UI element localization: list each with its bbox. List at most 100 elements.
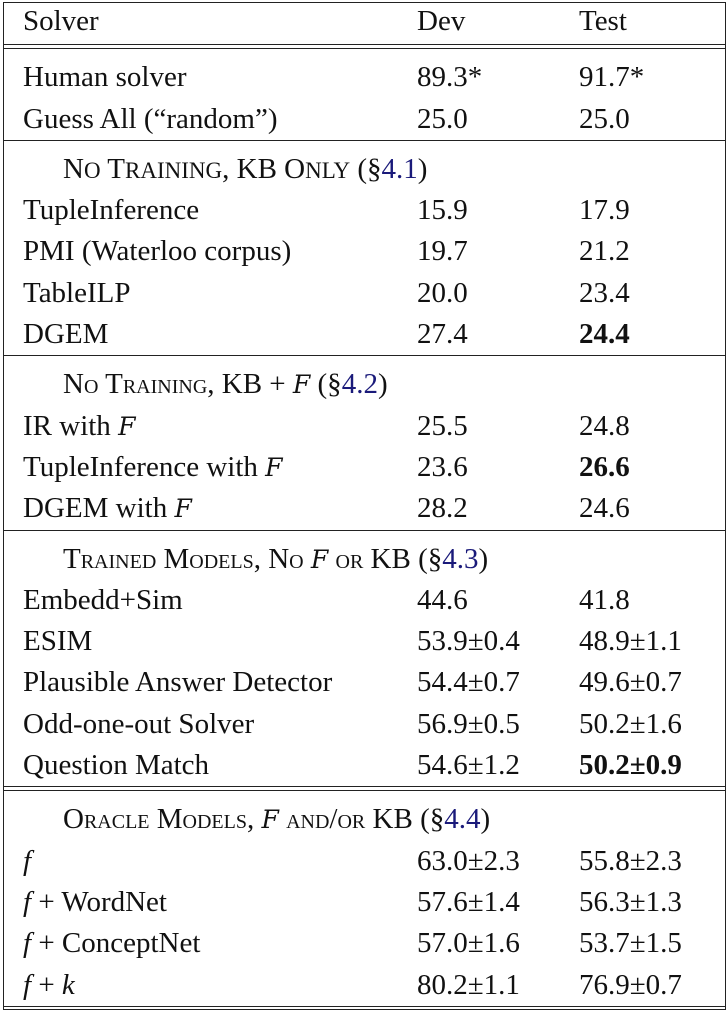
test-score: 55.8±2.3 <box>579 844 682 877</box>
dev-score: 28.2 <box>417 492 468 525</box>
table-row: DGEM with F 28.2 24.6 <box>4 488 725 529</box>
dev-score: 27.4 <box>417 318 468 351</box>
dev-score: 63.0±2.3 <box>417 844 520 877</box>
section-ref-link[interactable]: 4.4 <box>444 803 481 836</box>
calligraphic-f-symbol: F <box>118 411 136 441</box>
calligraphic-f-symbol: F <box>174 494 192 524</box>
title-text: (§ <box>310 368 342 401</box>
solver-name: Plausible Answer Detector <box>23 666 333 699</box>
title-text: (§ <box>410 542 443 575</box>
solver-name: + WordNet <box>31 885 167 918</box>
calligraphic-f-symbol: F <box>261 805 279 835</box>
test-score-best: 26.6 <box>579 450 630 483</box>
title-text: or KB <box>328 542 411 575</box>
dev-score: 80.2±1.1 <box>417 968 520 1001</box>
title-text: No Training, KB + <box>63 368 293 401</box>
title-text: ) <box>417 152 428 185</box>
results-table: Solver Dev Test Human solver 89.3* 91.7*… <box>3 2 726 1010</box>
test-score: 53.7±1.5 <box>579 927 682 960</box>
section-title: Trained Models, No F or KB (§4.3) <box>4 539 725 580</box>
header-test: Test <box>579 5 627 37</box>
dev-score: 20.0 <box>417 276 468 309</box>
section-title: NO TRAINING, KB ONLY (§4.1) <box>4 149 725 190</box>
title-text: ) <box>377 368 388 401</box>
solver-name: Embedd+Sim <box>23 583 183 616</box>
title-text: Trained Models, No <box>63 542 311 575</box>
table-row: Human solver 89.3* 91.7* <box>4 57 725 98</box>
math-f: f <box>23 885 32 918</box>
test-score: 91.7* <box>579 61 645 94</box>
title-text: (§ <box>350 152 382 185</box>
bottom-rule <box>4 1005 725 1010</box>
table-row: f 63.0±2.3 55.8±2.3 <box>4 841 725 882</box>
math-f: f <box>23 844 32 877</box>
table-row: TupleInference with F 23.6 26.6 <box>4 447 725 488</box>
table-row: Embedd+Sim 44.6 41.8 <box>4 580 725 621</box>
table-row: ESIM 53.9±0.4 48.9±1.1 <box>4 621 725 662</box>
test-score-best: 24.4 <box>579 318 630 351</box>
table-row: f + ConceptNet 57.0±1.6 53.7±1.5 <box>4 923 725 964</box>
test-score: 48.9±1.1 <box>579 625 682 658</box>
test-score: 17.9 <box>579 194 630 227</box>
solver-name: Guess All (“random”) <box>23 102 278 135</box>
solver-name: Odd-one-out Solver <box>23 707 255 740</box>
section-ref-link[interactable]: 4.1 <box>381 152 418 185</box>
solver-name: TupleInference <box>23 194 200 227</box>
solver-name: Human solver <box>23 61 187 94</box>
table-row: Guess All (“random”) 25.0 25.0 <box>4 99 725 140</box>
test-score: 50.2±1.6 <box>579 707 682 740</box>
dev-score: 56.9±0.5 <box>417 707 520 740</box>
title-text: N <box>63 152 84 185</box>
title-text: ) <box>478 542 489 575</box>
test-score-best: 50.2±0.9 <box>579 749 682 782</box>
calligraphic-f-symbol: F <box>265 452 283 482</box>
dev-score: 15.9 <box>417 194 468 227</box>
title-text: NLY <box>305 157 351 183</box>
table-row: DGEM 27.4 24.4 <box>4 314 725 355</box>
solver-name: TableILP <box>23 276 131 309</box>
double-rule <box>4 44 725 50</box>
table-row: Plausible Answer Detector 54.4±0.7 49.6±… <box>4 662 725 703</box>
dev-score: 57.0±1.6 <box>417 927 520 960</box>
math-k: k <box>61 968 75 1001</box>
test-score: 25.0 <box>579 102 630 135</box>
table-row: Odd-one-out Solver 56.9±0.5 50.2±1.6 <box>4 704 725 745</box>
dev-score: 54.4±0.7 <box>417 666 520 699</box>
test-score: 24.6 <box>579 492 630 525</box>
table-row: f + WordNet 57.6±1.4 56.3±1.3 <box>4 882 725 923</box>
header-dev: Dev <box>417 5 466 37</box>
test-score: 23.4 <box>579 276 630 309</box>
dev-score: 44.6 <box>417 583 468 616</box>
test-score: 76.9±0.7 <box>579 968 682 1001</box>
title-text: and/or KB <box>278 803 413 836</box>
test-score: 21.2 <box>579 235 630 268</box>
section-rule <box>4 529 725 539</box>
dev-score: 19.7 <box>417 235 468 268</box>
table-row: TupleInference 15.9 17.9 <box>4 190 725 231</box>
dev-score: 54.6±1.2 <box>417 749 520 782</box>
test-score: 56.3±1.3 <box>579 885 682 918</box>
solver-name: + ConceptNet <box>31 927 201 960</box>
section-title: No Training, KB + F (§4.2) <box>4 364 725 405</box>
title-text: ) <box>480 803 491 836</box>
dev-score: 23.6 <box>417 450 468 483</box>
table-row: f + k 80.2±1.1 76.9±0.7 <box>4 965 725 1006</box>
section-ref-link[interactable]: 4.3 <box>442 542 479 575</box>
solver-name: Question Match <box>23 749 210 782</box>
solver-name: DGEM <box>23 318 109 351</box>
double-rule <box>4 786 725 792</box>
solver-name: DGEM with <box>23 492 175 525</box>
title-text: O <box>83 157 101 183</box>
title-text: (§ <box>412 803 445 836</box>
title-text: RAINING <box>125 157 223 183</box>
section-ref-link[interactable]: 4.2 <box>341 368 378 401</box>
test-score: 24.8 <box>579 409 630 442</box>
header-solver: Solver <box>23 5 99 37</box>
dev-score: 57.6±1.4 <box>417 885 520 918</box>
title-text: , KB O <box>222 152 306 185</box>
calligraphic-f-symbol: F <box>310 544 329 574</box>
solver-name: IR with <box>23 409 119 442</box>
table-row: PMI (Waterloo corpus) 19.7 21.2 <box>4 231 725 272</box>
title-text: Oracle Models, <box>63 803 262 836</box>
section-title: Oracle Models, F and/or KB (§4.4) <box>4 799 725 840</box>
